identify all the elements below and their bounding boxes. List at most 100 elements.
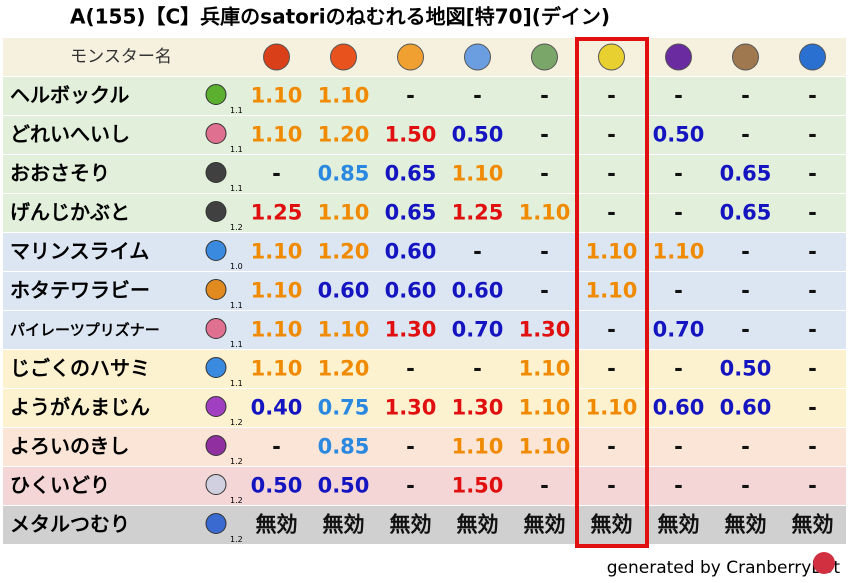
cell-value: - [674, 435, 683, 459]
cell-value: 1.20 [318, 123, 370, 147]
monster-name: げんじかぶと [10, 200, 130, 224]
level: 1.1 [230, 184, 243, 193]
cell-value: - [607, 318, 616, 342]
monster-icon [205, 84, 227, 105]
element-icon [732, 43, 759, 71]
cell-value: - [540, 240, 549, 264]
cell-value: - [674, 84, 683, 108]
level: 1.2 [230, 418, 243, 427]
cell-value: 0.50 [452, 123, 504, 147]
cell-value: 1.10 [452, 435, 504, 459]
cell-value: 1.20 [318, 357, 370, 381]
cell-value: - [808, 84, 817, 108]
level: 1.2 [230, 535, 243, 544]
cell-value: - [473, 357, 482, 381]
cell-value: - [540, 84, 549, 108]
cell-value: 無効 [658, 513, 700, 537]
cell-value: - [540, 123, 549, 147]
level: 1.1 [230, 106, 243, 115]
cell-value: 無効 [323, 513, 365, 537]
cell-value: 1.10 [586, 240, 638, 264]
level: 1.0 [230, 262, 243, 271]
level: 1.1 [230, 340, 243, 349]
cell-value: 0.50 [653, 123, 705, 147]
monster-name: おおさそり [10, 161, 110, 185]
level: 1.2 [230, 457, 243, 466]
monster-icon [205, 513, 227, 534]
cell-value: - [808, 435, 817, 459]
monster-name: ホタテワラビー [10, 278, 150, 302]
level: 1.1 [230, 379, 243, 388]
cell-value: 0.60 [318, 279, 370, 303]
cell-value: 1.10 [251, 240, 303, 264]
cell-value: - [674, 162, 683, 186]
element-icon [531, 43, 558, 71]
cell-value: 1.25 [452, 201, 504, 225]
cell-value: 1.10 [586, 396, 638, 420]
cell-value: 1.10 [586, 279, 638, 303]
row-bg [3, 467, 846, 505]
cell-value: 0.60 [720, 396, 772, 420]
monster-name: ひくいどり [10, 473, 110, 497]
cell-value: 0.50 [318, 474, 370, 498]
cell-value: - [272, 435, 281, 459]
bot-icon [813, 552, 835, 574]
element-icon [397, 43, 424, 71]
element-icon [799, 43, 826, 71]
row-bg [3, 77, 846, 115]
cell-value: - [607, 162, 616, 186]
cell-value: 1.10 [519, 201, 571, 225]
cell-value: - [607, 474, 616, 498]
monster-icon [205, 318, 227, 339]
cell-value: - [741, 474, 750, 498]
monster-name: よろいのきし [10, 434, 129, 458]
cell-value: 無効 [457, 513, 499, 537]
cell-value: 0.85 [318, 162, 370, 186]
row-bg [3, 116, 846, 154]
cell-value: - [540, 162, 549, 186]
cell-value: 1.10 [251, 84, 303, 108]
element-icon [665, 43, 692, 71]
cell-value: - [272, 162, 281, 186]
monster-name: ようがんまじん [10, 395, 150, 419]
level: 1.2 [230, 496, 243, 505]
cell-value: 0.70 [452, 318, 504, 342]
cell-value: 無効 [390, 513, 432, 537]
row-bg [3, 428, 846, 466]
level: 1.1 [230, 301, 243, 310]
cell-value: 0.65 [385, 162, 437, 186]
cell-value: - [808, 357, 817, 381]
highlight-box [575, 37, 649, 548]
cell-value: - [741, 318, 750, 342]
cell-value: - [607, 357, 616, 381]
monster-name: メタルつむり [10, 512, 130, 536]
cell-value: - [808, 201, 817, 225]
cell-value: 1.10 [251, 279, 303, 303]
cell-value: 1.50 [452, 474, 504, 498]
cell-value: - [741, 84, 750, 108]
cell-value: - [808, 162, 817, 186]
row-bg [3, 194, 846, 232]
element-icon [330, 43, 357, 71]
cell-value: - [540, 474, 549, 498]
cell-value: 1.25 [251, 201, 303, 225]
cell-value: - [808, 396, 817, 420]
monster-name: じごくのハサミ [10, 356, 150, 380]
monster-icon [205, 396, 227, 417]
cell-value: 0.60 [452, 279, 504, 303]
cell-value: - [808, 123, 817, 147]
cell-value: 1.10 [251, 318, 303, 342]
cell-value: 0.60 [385, 240, 437, 264]
cell-value: 1.10 [653, 240, 705, 264]
row-bg [3, 506, 846, 544]
monster-name: マリンスライム [10, 239, 149, 263]
level: 1.1 [230, 145, 243, 154]
title: A(155)【C】兵庫のsatoriのねむれる地図[特70](デイン) [70, 5, 610, 29]
cell-value: 0.65 [720, 162, 772, 186]
row-bg [3, 155, 846, 193]
cell-value: 1.20 [318, 240, 370, 264]
cell-value: - [473, 84, 482, 108]
cell-value: - [674, 474, 683, 498]
cell-value: - [674, 201, 683, 225]
row-bg [3, 311, 846, 349]
